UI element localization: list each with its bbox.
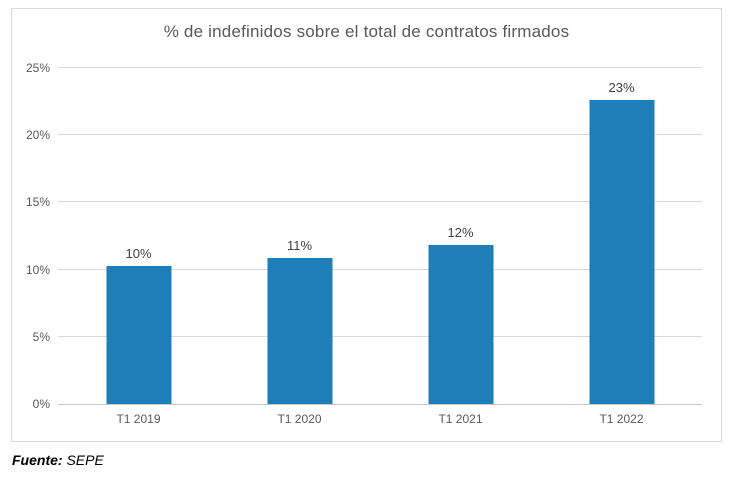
y-axis-tick-label: 15%: [25, 195, 50, 210]
bar-data-label: 11%: [286, 237, 313, 253]
source-value: SEPE: [62, 452, 104, 468]
gridline: [58, 335, 702, 337]
x-axis-tick-label: T1 2019: [116, 412, 161, 426]
gridline: [58, 268, 702, 270]
chart-title: % de indefinidos sobre el total de contr…: [163, 22, 570, 41]
x-axis-tick-label: T1 2021: [438, 412, 483, 426]
bar-data-label: 23%: [608, 80, 635, 96]
y-axis-tick-label: 5%: [32, 329, 50, 344]
y-axis-tick-label: 0%: [32, 397, 50, 411]
bar-t1-2022: [589, 100, 654, 404]
source-label: Fuente:: [12, 452, 63, 468]
gridline: [58, 201, 702, 203]
plot-area: 0% 5% 10% 15% 20% 25% 10% 11% 12% 23%: [26, 62, 702, 410]
gridline: [58, 67, 702, 68]
x-axis-labels: T1 2019 T1 2020 T1 2021 T1 2022: [58, 412, 702, 426]
gridline: [58, 134, 702, 136]
bar-data-label: 12%: [447, 225, 474, 241]
source-note: Fuente: SEPE: [12, 452, 104, 468]
bar-t1-2019: [106, 265, 171, 404]
x-axis-tick-label: T1 2020: [277, 412, 322, 426]
y-axis-tick-label: 25%: [25, 61, 50, 75]
chart-container: % de indefinidos sobre el total de contr…: [11, 8, 722, 442]
y-axis-tick-label: 20%: [25, 128, 50, 143]
bar-t1-2020: [267, 257, 332, 404]
bar-t1-2021: [428, 245, 493, 404]
x-axis-tick-label: T1 2022: [599, 412, 644, 426]
y-axis-tick-label: 10%: [25, 262, 50, 277]
bar-data-label: 10%: [125, 245, 152, 261]
